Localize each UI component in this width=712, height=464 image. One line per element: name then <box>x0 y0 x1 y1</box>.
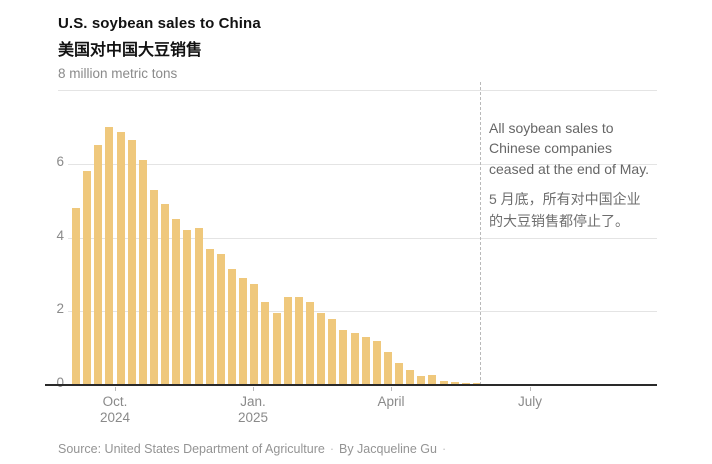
bar <box>94 145 103 385</box>
bar <box>83 171 92 385</box>
x-axis-baseline <box>45 384 657 386</box>
bar <box>183 230 192 385</box>
trailing-dot: · <box>441 442 447 456</box>
bar <box>261 302 270 385</box>
bar <box>350 333 359 385</box>
annotation-english: All soybean sales to Chinese companies c… <box>489 119 650 177</box>
gridline-2 <box>68 311 657 313</box>
gridline-4 <box>68 237 657 239</box>
byline-text: By Jacqueline Gu <box>338 442 437 456</box>
x-axis-tick <box>530 387 531 391</box>
gridline-6 <box>68 163 657 165</box>
separator-dot: · <box>329 442 334 456</box>
bar <box>328 318 337 385</box>
source-text: Source: United States Department of Agri… <box>58 442 325 456</box>
bar <box>317 313 326 385</box>
annotation-chinese: 5 月底，所有对中国企业 的大豆销售都停止了。 <box>489 191 641 229</box>
bar <box>161 204 170 385</box>
bar <box>406 370 415 385</box>
bar <box>205 248 214 385</box>
bar <box>294 296 303 385</box>
bar <box>272 313 281 385</box>
bar <box>127 139 136 385</box>
y-axis-unit-label: 8 million metric tons <box>58 66 178 81</box>
bar <box>439 380 448 385</box>
annotation: All soybean sales to Chinese companies c… <box>489 97 674 253</box>
bar <box>72 208 80 385</box>
x-axis-tick <box>391 387 392 391</box>
bar <box>450 382 459 385</box>
bar <box>116 132 125 385</box>
bar <box>361 337 370 385</box>
bar <box>283 296 292 385</box>
y-axis-label-6: 6 <box>56 153 64 169</box>
bar <box>428 375 437 385</box>
x-axis-tick <box>115 387 116 391</box>
event-dashed-line <box>480 82 481 385</box>
x-axis-label: July <box>517 394 542 409</box>
bar <box>239 278 248 385</box>
bar <box>461 382 470 385</box>
bar <box>194 228 203 385</box>
x-axis-tick <box>253 387 254 391</box>
y-axis-label-4: 4 <box>56 227 64 243</box>
gridline-8 <box>58 90 657 91</box>
bar <box>149 189 158 385</box>
bar <box>417 375 426 385</box>
bar <box>395 362 404 385</box>
bar <box>250 283 259 385</box>
bar <box>172 219 181 385</box>
page-title: U.S. soybean sales to China <box>58 15 261 32</box>
bar <box>138 160 147 385</box>
page-title-chinese: 美国对中国大豆销售 <box>58 42 203 59</box>
bar <box>305 302 314 385</box>
bar <box>227 268 236 385</box>
y-axis-label-2: 2 <box>56 301 64 317</box>
bar <box>383 351 392 385</box>
bar <box>216 254 225 385</box>
source-line: Source: United States Department of Agri… <box>58 442 451 456</box>
x-axis-label: Oct. 2024 <box>99 394 131 425</box>
x-axis-label: April <box>377 394 405 409</box>
x-axis-label: Jan. 2025 <box>237 394 269 425</box>
y-axis-label-0: 0 <box>56 375 64 390</box>
bar <box>372 340 381 385</box>
bar <box>105 126 114 385</box>
bar <box>339 329 348 385</box>
